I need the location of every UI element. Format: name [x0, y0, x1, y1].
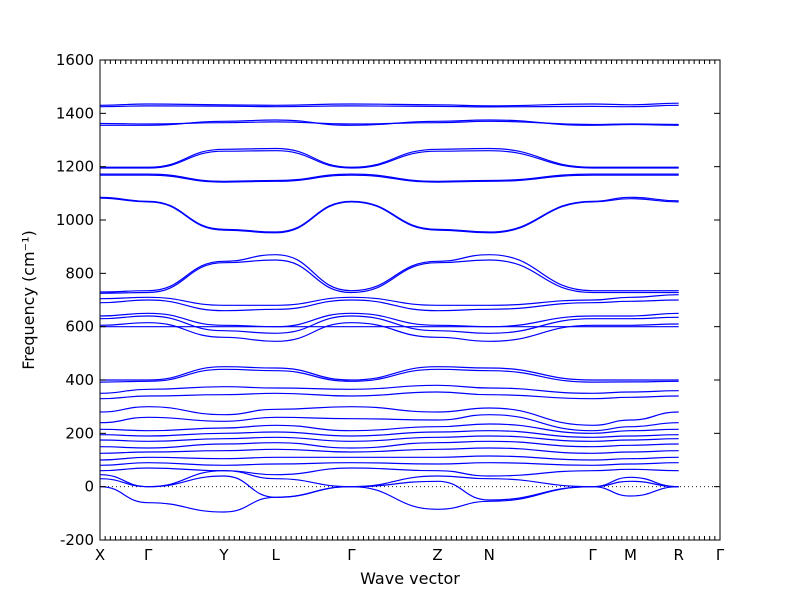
- phonon-band-30: [99, 455, 679, 461]
- y-tick-label: 800: [65, 264, 94, 282]
- x-tick-label: Γ: [347, 546, 356, 564]
- x-tick-label: Z: [432, 546, 442, 564]
- y-tick-label: -200: [60, 531, 94, 549]
- phonon-band-4: [100, 119, 679, 126]
- phonon-band-11: [99, 254, 679, 293]
- phonon-band-34: [99, 475, 679, 501]
- y-tick-label: 200: [65, 424, 94, 442]
- x-tick-label: Γ: [716, 546, 725, 564]
- x-tick-label: Γ: [588, 546, 597, 564]
- phonon-band-5: [99, 147, 679, 168]
- y-axis-label: Frequency (cm⁻¹): [19, 230, 38, 369]
- phonon-band-24: [99, 414, 679, 432]
- phonon-band-7: [100, 173, 679, 182]
- x-tick-label: M: [624, 546, 637, 564]
- phonon-band-26: [99, 430, 679, 438]
- phonon-band-21: [99, 384, 679, 394]
- phonon-band-19: [99, 366, 679, 381]
- plot-area: [99, 102, 720, 513]
- phonon-band-17: [99, 322, 679, 342]
- phonon-band-6: [100, 150, 679, 169]
- y-tick-label: 1000: [56, 211, 94, 229]
- x-tick-label: X: [95, 546, 105, 564]
- x-axis-label: Wave vector: [360, 569, 460, 588]
- phonon-band-23: [99, 406, 679, 426]
- x-tick-label: Γ: [144, 546, 153, 564]
- phonon-band-31: [99, 462, 679, 466]
- phonon-band-28: [99, 440, 679, 449]
- phonon-band-27: [99, 435, 679, 442]
- phonon-band-14: [99, 299, 679, 312]
- x-tick-label: N: [484, 546, 495, 564]
- phonon-band-33: [99, 470, 679, 488]
- y-tick-label: 0: [84, 478, 94, 496]
- phonon-band-22: [99, 391, 679, 400]
- phonon-band-2: [99, 104, 679, 108]
- phonon-band-12: [99, 259, 679, 294]
- phonon-band-8: [100, 174, 679, 183]
- phonon-band-35: [99, 486, 679, 513]
- y-tick-label: 600: [65, 318, 94, 336]
- phonon-band-20: [99, 368, 679, 383]
- phonon-band-13: [99, 294, 679, 306]
- y-tick-label: 400: [65, 371, 94, 389]
- phonon-band-10: [99, 197, 679, 234]
- y-tick-label: 1200: [56, 158, 94, 176]
- phonon-band-16: [99, 315, 679, 334]
- y-tick-label: 1400: [56, 104, 94, 122]
- x-tick-label: Y: [218, 546, 229, 564]
- phonon-band-29: [99, 447, 679, 454]
- x-tick-label: R: [673, 546, 683, 564]
- phonon-band-32: [99, 467, 679, 477]
- phonon-band-25: [99, 423, 679, 434]
- phonon-band-9: [99, 196, 679, 233]
- phonon-band-1: [99, 102, 679, 107]
- y-axis: -200 0 200 400 600 800 1000 1200 1400 1600: [56, 51, 720, 549]
- plot-frame: [99, 59, 721, 541]
- x-tick-label: L: [271, 546, 280, 564]
- y-tick-label: 1600: [56, 51, 94, 69]
- phonon-band-15: [99, 312, 679, 328]
